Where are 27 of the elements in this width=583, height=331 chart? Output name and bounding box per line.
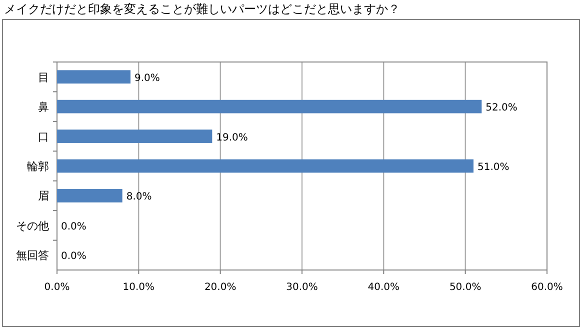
y-tick-label: 無回答 [16,249,49,262]
data-label: 0.0% [61,221,86,232]
data-label: 52.0% [486,102,518,114]
bar [57,70,130,84]
data-label: 9.0% [134,72,160,84]
x-tick-label: 0.0% [44,282,70,293]
x-tick-label: 60.0% [531,282,563,293]
chart-title: メイクだけだと印象を変えることが難しいパーツはどこだと思いますか？ [4,2,400,16]
bar [57,130,212,143]
y-tick-label: 眉 [38,190,49,203]
y-tick-label: 目 [38,70,49,84]
x-tick-label: 20.0% [204,282,236,293]
data-label: 51.0% [478,162,510,173]
x-tick-label: 30.0% [286,282,318,293]
data-label: 8.0% [126,192,152,203]
y-tick-label: 鼻 [38,100,49,114]
data-label: 0.0% [61,251,86,262]
bar [57,159,474,173]
x-tick-label: 50.0% [449,282,482,293]
data-label: 19.0% [216,132,248,144]
x-tick-label: 40.0% [368,282,400,293]
y-tick-label: 口 [38,130,49,144]
bar [57,189,122,202]
x-tick-label: 10.0% [122,282,155,293]
y-tick-label: その他 [16,219,49,232]
bar [57,100,482,114]
y-tick-label: 輪郭 [27,160,49,173]
